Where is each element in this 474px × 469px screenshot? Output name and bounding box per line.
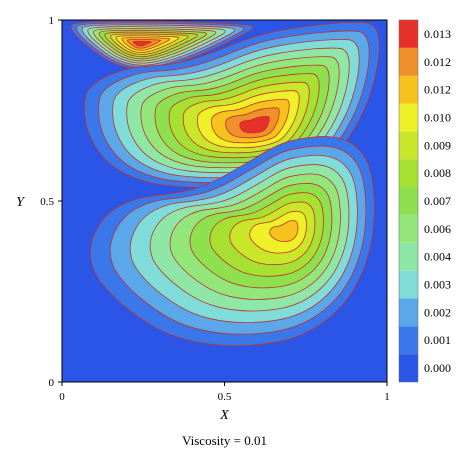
colorbar-swatch	[399, 103, 418, 132]
colorbar-swatch	[399, 131, 418, 160]
contour-layers	[70, 20, 380, 347]
colorbar-swatch	[399, 20, 418, 48]
colorbar-label: 0.004	[424, 250, 451, 264]
y-tick-label: 0.5	[40, 196, 54, 208]
colorbar-label: 0.006	[424, 222, 451, 236]
colorbar-swatch	[399, 326, 418, 355]
colorbar-label: 0.013	[424, 27, 451, 41]
colorbar-swatch	[399, 187, 418, 215]
y-axis-label: Y	[16, 195, 26, 210]
colorbar-label: 0.000	[424, 361, 451, 375]
y-axis-ticks: 00.51	[40, 15, 62, 389]
colorbar-label: 0.012	[424, 83, 451, 97]
x-tick-label: 0	[59, 391, 65, 403]
x-axis-label: X	[219, 408, 229, 423]
colorbar-label: 0.002	[424, 305, 451, 319]
colorbar-swatch	[399, 354, 418, 382]
colorbar-swatch	[399, 75, 418, 104]
colorbar-swatch	[399, 298, 418, 327]
colorbar-swatch	[399, 47, 418, 76]
colorbar-swatch	[399, 270, 418, 299]
contour-top-level-12	[132, 40, 152, 47]
colorbar-label: 0.007	[424, 194, 451, 208]
x-axis-ticks: 0 0.5 1	[59, 382, 390, 403]
contour-middle-level-12	[239, 115, 270, 134]
y-tick-label: 0	[49, 377, 55, 389]
colorbar-label: 0.001	[424, 333, 451, 347]
colorbar-swatch	[399, 214, 418, 243]
x-tick-label: 1	[384, 391, 390, 403]
chart-caption: Viscosity = 0.01	[182, 433, 267, 448]
colorbar-swatch	[399, 242, 418, 271]
colorbar-label: 0.012	[424, 55, 451, 69]
colorbar-swatch	[399, 159, 418, 188]
colorbar-frame	[398, 19, 419, 383]
contour-lower-level-10	[269, 220, 299, 242]
colorbar-label: 0.010	[424, 110, 451, 124]
colorbar-label: 0.009	[424, 138, 451, 152]
colorbar-label: 0.008	[424, 166, 451, 180]
y-tick-label: 1	[49, 15, 55, 27]
colorbar-label: 0.003	[424, 278, 451, 292]
x-tick-label: 0.5	[218, 391, 232, 403]
colorbar: 0.000 0.001 0.002 0.003 0.004 0.006 0.007 0.008…	[398, 19, 451, 383]
